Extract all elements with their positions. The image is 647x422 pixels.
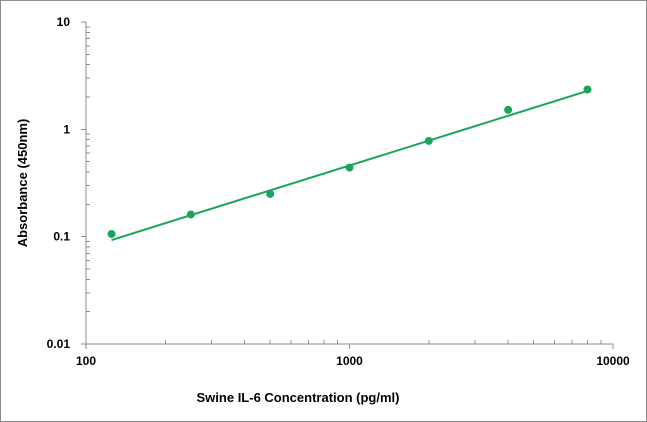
y-axis-title: Absorbance (450nm) (15, 119, 30, 248)
x-tick-label: 1000 (336, 354, 363, 368)
tick-labels: 10 1 0.1 0.01 100 1000 10000 (47, 15, 630, 368)
x-tick-label: 10000 (596, 354, 630, 368)
data-point (345, 163, 354, 172)
y-tick-label: 10 (57, 15, 71, 29)
data-points (107, 85, 592, 238)
y-tick-label: 0.01 (47, 337, 71, 351)
y-tick-label: 1 (63, 122, 70, 136)
x-axis-title: Swine IL-6 Concentration (pg/ml) (197, 390, 400, 405)
data-point (583, 85, 592, 94)
data-point (107, 229, 116, 238)
axes (81, 21, 614, 349)
x-tick-label: 100 (76, 354, 96, 368)
data-point (504, 105, 513, 114)
data-point (266, 189, 275, 198)
data-point (186, 210, 195, 219)
y-tick-label: 0.1 (53, 230, 70, 244)
data-point (424, 136, 433, 145)
